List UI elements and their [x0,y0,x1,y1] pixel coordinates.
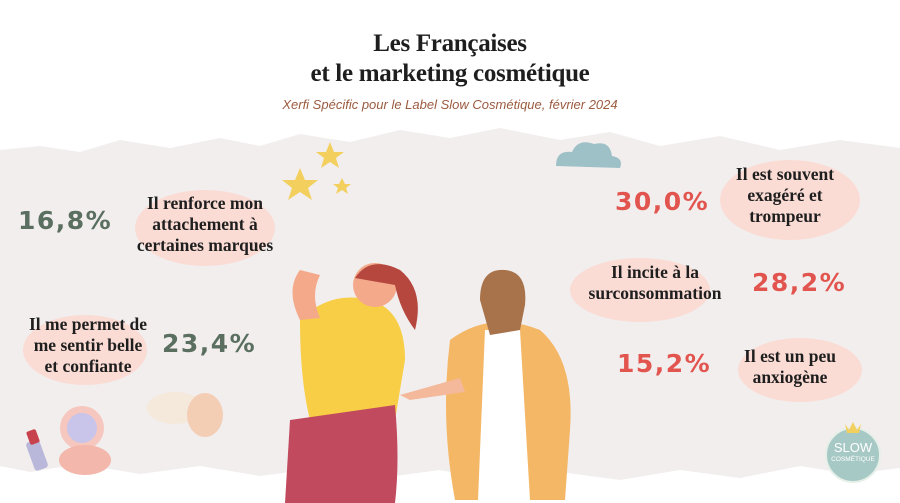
label-line: surconsommation [588,283,722,303]
label-line: trompeur [749,206,821,226]
item-label: Il est un peu anxiogène [725,346,855,388]
item-label: Il me permet de me sentir belle et confi… [8,314,168,377]
percentage: 28,2% [752,268,847,297]
item-label: Il renforce mon attachement à certaines … [120,193,290,256]
percentage: 16,8% [18,206,113,235]
title-line: Les Françaises [373,30,527,57]
title-line: et le marketing cosmétique [310,60,590,87]
label-line: anxiogène [752,367,828,387]
label-line: Il est souvent [735,164,835,184]
label-line: Il renforce mon [147,193,263,213]
item-label: Il est souvent exagéré et trompeur [710,164,860,227]
label-line: attachement à [152,214,258,234]
percentage: 15,2% [617,349,712,378]
label-line: exagéré et [747,185,823,205]
subtitle: Xerfi Spécific pour le Label Slow Cosmét… [282,97,618,112]
label-line: et confiante [44,356,132,376]
logo-text: COSMÉTIQUE [831,456,875,463]
label-line: Il incite à la [611,262,699,282]
label-line: Il me permet de [28,314,148,334]
label-line: certaines marques [136,235,274,255]
item-label: Il incite à la surconsommation [570,262,740,304]
label-line: me sentir belle [33,335,143,355]
percentage: 23,4% [162,329,257,358]
label-line: Il est un peu [744,346,836,366]
percentage: 30,0% [615,187,710,216]
logo-text: SLOW [833,440,873,455]
